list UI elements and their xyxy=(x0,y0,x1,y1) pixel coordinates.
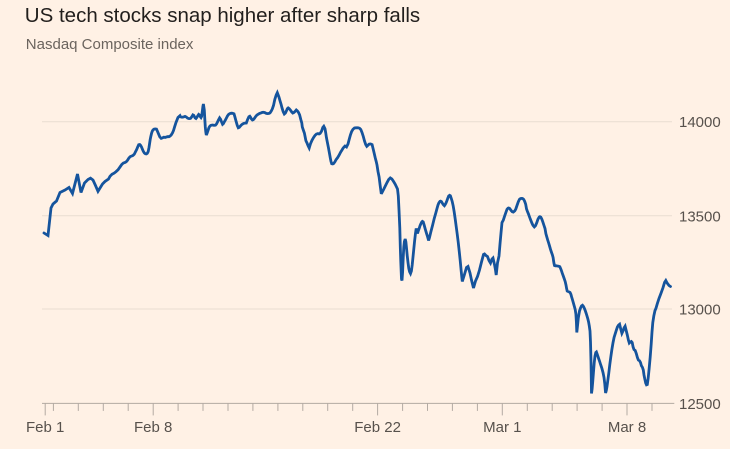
svg-text:14000: 14000 xyxy=(679,114,721,131)
svg-text:Feb 8: Feb 8 xyxy=(134,419,172,436)
svg-text:Feb 22: Feb 22 xyxy=(354,419,401,436)
svg-text:US tech stocks snap higher aft: US tech stocks snap higher after sharp f… xyxy=(25,4,420,27)
svg-text:12500: 12500 xyxy=(679,396,721,413)
svg-text:Mar 8: Mar 8 xyxy=(608,419,646,436)
svg-text:13000: 13000 xyxy=(679,302,721,319)
svg-text:Mar 1: Mar 1 xyxy=(483,419,521,436)
svg-text:Nasdaq Composite index: Nasdaq Composite index xyxy=(26,36,194,53)
svg-text:13500: 13500 xyxy=(679,208,721,225)
svg-text:Feb 1: Feb 1 xyxy=(26,419,64,436)
